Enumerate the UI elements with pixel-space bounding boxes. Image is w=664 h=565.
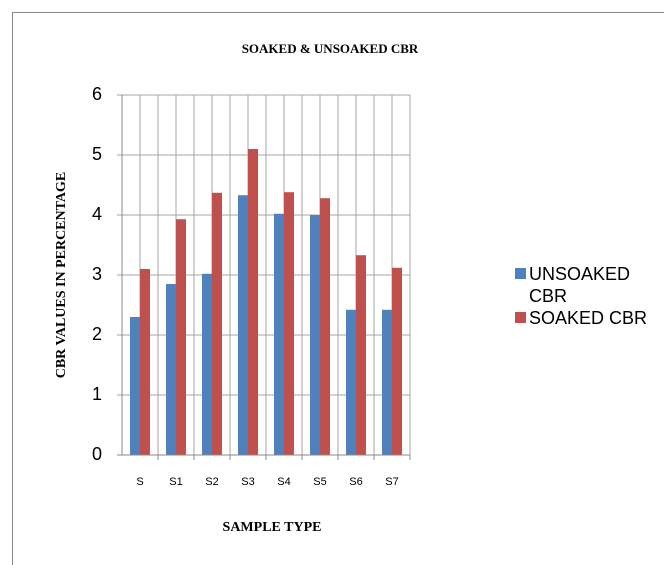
legend-label: UNSOAKED CBR	[529, 264, 631, 306]
y-tick-label: 4	[92, 204, 102, 224]
y-tick-label: 0	[92, 444, 102, 464]
chart-frame	[12, 12, 664, 565]
x-tick-label: S3	[241, 476, 254, 488]
legend: UNSOAKED CBR SOAKED CBR	[515, 263, 664, 329]
legend-swatch	[515, 312, 526, 323]
x-axis-label: SAMPLE TYPE	[223, 520, 322, 535]
legend-swatch	[515, 268, 526, 279]
y-tick-label: 2	[92, 324, 102, 344]
bar	[382, 309, 392, 455]
bar	[140, 269, 150, 455]
chart-title: SOAKED & UNSOAKED CBR	[242, 41, 419, 56]
y-tick-label: 6	[92, 84, 102, 104]
bar	[166, 284, 176, 455]
bar	[130, 317, 140, 455]
bar	[356, 255, 366, 455]
y-tick-label: 5	[92, 144, 102, 164]
legend-item: UNSOAKED CBR	[515, 263, 649, 307]
y-axis-label: CBR VALUES IN PERCENTAGE	[54, 172, 69, 379]
bar	[392, 267, 402, 455]
bar	[202, 273, 212, 455]
bar	[238, 195, 248, 455]
legend-item: SOAKED CBR	[515, 307, 649, 329]
bar	[274, 213, 284, 455]
bar	[212, 192, 222, 456]
x-tick-label: S4	[277, 476, 290, 488]
x-tick-label: S	[136, 476, 143, 488]
x-tick-label: S5	[313, 476, 326, 488]
bar	[248, 149, 258, 455]
bar	[310, 215, 320, 455]
y-tick-label: 3	[92, 264, 102, 284]
bar	[176, 219, 186, 455]
y-tick-label: 1	[92, 384, 102, 404]
bar	[346, 309, 356, 455]
bar	[284, 192, 294, 455]
x-tick-label: S2	[205, 476, 218, 488]
bar	[320, 198, 330, 455]
x-tick-label: S1	[169, 476, 182, 488]
x-tick-label: S6	[349, 476, 362, 488]
x-tick-label: S7	[385, 476, 398, 488]
legend-label: SOAKED CBR	[529, 308, 648, 328]
